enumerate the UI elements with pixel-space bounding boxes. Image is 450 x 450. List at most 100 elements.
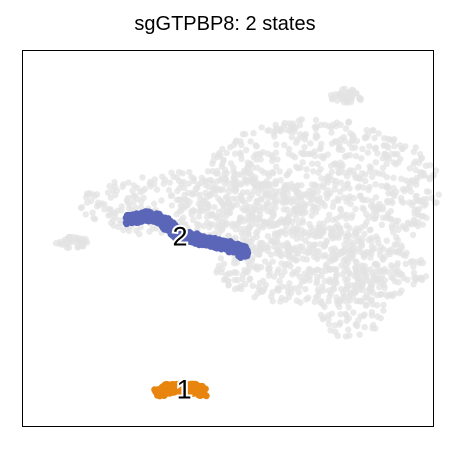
background-cell-point (362, 177, 369, 185)
background-cell-point (223, 178, 231, 185)
background-cell-point (69, 233, 76, 241)
background-cell-point (345, 326, 352, 333)
background-cell-point (259, 277, 267, 285)
background-cell-point (245, 239, 253, 246)
background-cell-point (398, 175, 405, 182)
background-cell-point (258, 186, 265, 193)
background-cell-point (91, 193, 98, 200)
background-cell-point (298, 134, 305, 141)
background-cell-point (363, 196, 371, 204)
background-cell-point (343, 181, 350, 189)
state-2-label: 2 (172, 222, 187, 252)
background-cell-point (80, 237, 88, 244)
background-cell-point (78, 204, 86, 211)
background-cell-point (353, 271, 360, 278)
background-cell-point (349, 249, 356, 256)
background-cell-point (139, 174, 146, 181)
background-cell-point (343, 317, 350, 324)
background-cell-point (406, 165, 413, 172)
background-cell-point (264, 183, 272, 190)
background-cell-point (325, 316, 332, 323)
background-cell-point (222, 194, 230, 201)
background-cell-point (106, 211, 114, 218)
background-cell-point (185, 180, 192, 187)
background-cell-point (207, 177, 215, 184)
background-cell-point (314, 160, 321, 167)
background-cell-point (322, 262, 330, 270)
background-cell-point (325, 321, 333, 328)
background-cell-point (246, 212, 254, 219)
background-cell-point (352, 205, 359, 213)
background-cell-point (330, 284, 337, 291)
background-cell-point (383, 237, 390, 244)
background-cell-point (231, 150, 239, 157)
background-cell-point (372, 268, 379, 275)
background-cell-point (108, 219, 115, 227)
background-cell-point (337, 311, 344, 318)
background-cell-point (307, 140, 314, 147)
background-cell-point (342, 125, 350, 132)
background-cell-point (404, 276, 411, 283)
background-cell-point (291, 154, 299, 161)
background-cell-point (241, 229, 248, 236)
background-cell-point (328, 168, 336, 176)
background-cell-point (204, 219, 211, 226)
background-cell-point (356, 331, 363, 338)
background-cell-point (366, 143, 373, 150)
background-cell-point (250, 263, 258, 270)
background-cell-point (352, 289, 359, 296)
background-cell-point (395, 271, 402, 278)
background-cell-point (318, 272, 325, 279)
background-cell-point (377, 314, 384, 322)
background-cell-point (268, 206, 275, 213)
background-cell-point (328, 95, 336, 103)
background-cell-point (410, 179, 417, 186)
background-cell-point (327, 290, 335, 297)
background-cell-point (378, 221, 386, 228)
background-cell-point (361, 323, 368, 331)
background-cell-point (338, 93, 346, 101)
state-2-series (122, 208, 252, 261)
background-cell-point (390, 229, 397, 236)
background-cell-point (311, 204, 319, 211)
background-cell-point (255, 283, 262, 291)
background-cell-point (211, 190, 218, 198)
background-cell-point (383, 154, 390, 161)
background-cell-point (258, 264, 265, 271)
background-cell-point (281, 184, 289, 191)
background-cell-point (107, 206, 114, 213)
background-cell-point (293, 139, 300, 146)
background-cell-point (141, 185, 149, 192)
background-cell-point (331, 186, 338, 193)
background-cell-point (315, 169, 322, 176)
background-cell-point (395, 279, 402, 286)
background-cell-point (329, 265, 337, 273)
background-cell-point (396, 290, 403, 297)
background-cell-point (350, 309, 357, 316)
background-cell-point (80, 243, 87, 250)
background-cell-point (306, 248, 313, 256)
background-cell-point (312, 241, 319, 248)
background-cell-point (367, 164, 375, 172)
background-cell-point (345, 293, 353, 300)
background-cell-point (409, 231, 417, 239)
background-cell-point (332, 122, 340, 130)
background-cell-point (387, 136, 394, 143)
background-cell-point (75, 243, 82, 251)
background-cell-point (316, 194, 323, 201)
background-cell-point (272, 149, 280, 156)
background-cell-point (282, 199, 289, 206)
background-cell-point (311, 298, 318, 305)
background-cell-point (118, 207, 125, 214)
background-cell-point (282, 126, 290, 133)
background-cell-point (214, 170, 221, 177)
background-cell-point (371, 275, 378, 283)
background-cell-point (329, 256, 337, 263)
background-cell-point (363, 291, 371, 299)
background-cell-point (410, 269, 418, 277)
background-cell-point (119, 183, 126, 190)
background-cell-point (295, 266, 302, 273)
background-cell-point (217, 197, 224, 204)
background-cell-point (412, 193, 419, 200)
background-cell-point (314, 286, 322, 293)
